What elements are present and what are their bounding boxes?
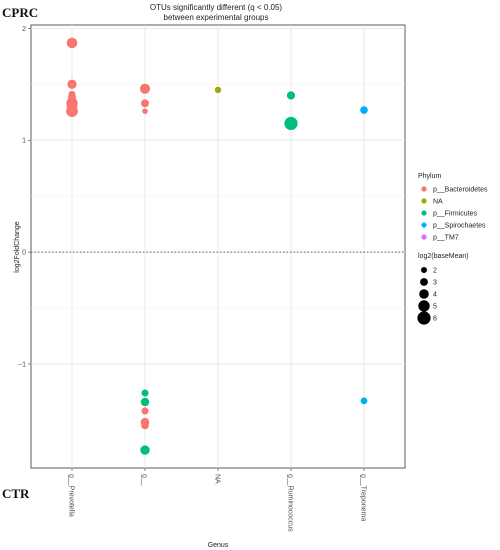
data-point xyxy=(66,105,78,118)
data-point xyxy=(360,397,368,405)
data-point xyxy=(214,86,222,94)
data-point xyxy=(142,108,148,114)
legend-phylum-swatch xyxy=(421,222,427,228)
legend-phylum-label: p__Firmicutes xyxy=(433,211,477,218)
data-point xyxy=(140,445,150,455)
x-axis-ticks: g__Prevotella g__ NA g__Ruminococcus g__Trep… xyxy=(68,468,367,532)
x-tick-label: g__Ruminococcus xyxy=(287,474,294,532)
data-point xyxy=(141,407,149,415)
legend-size-swatch xyxy=(420,278,428,286)
points-layer xyxy=(66,37,368,455)
y-tick-label: −1 xyxy=(18,361,26,368)
x-tick-label: g__Prevotella xyxy=(68,474,75,517)
y-tick-label: 0 xyxy=(22,250,26,257)
legend-phylum-swatch xyxy=(421,210,427,216)
data-point xyxy=(139,83,151,94)
group-label-top: CPRC xyxy=(2,5,38,20)
x-tick-label: NA xyxy=(214,474,221,484)
data-point xyxy=(140,397,150,407)
legend-phylum-swatch xyxy=(421,198,427,204)
chart-subtitle: between experimental groups xyxy=(164,13,269,22)
legend-size-swatch xyxy=(418,300,430,312)
legend-size-label: 3 xyxy=(433,280,437,287)
data-point xyxy=(141,421,149,430)
data-point xyxy=(67,79,77,89)
legend-phylum-entries: p__Bacteroidetes NA p__Firmicutes p__Spiroc… xyxy=(421,186,488,242)
data-point xyxy=(141,99,149,108)
data-point xyxy=(284,116,298,131)
x-tick-label: g__ xyxy=(141,474,148,486)
x-tick-label: g__Treponema xyxy=(360,474,367,521)
legend-phylum-label: p__TM7 xyxy=(433,235,459,242)
chart-title: OTUs significantly different (q < 0.05) xyxy=(150,3,282,12)
legend-phylum-label: p__Bacteroidetes xyxy=(433,187,488,194)
legend-size-entries: 2 3 4 5 6 xyxy=(417,267,437,325)
legend-phylum-title: Phylum xyxy=(418,173,442,180)
data-point xyxy=(141,389,149,397)
legend-size: log2(baseMean) 2 3 4 5 6 xyxy=(417,253,469,325)
legend-phylum-label: NA xyxy=(433,199,443,206)
legend-size-swatch xyxy=(419,289,429,299)
grid-layer xyxy=(31,25,405,468)
y-axis-title: log2FoldChange xyxy=(14,221,21,272)
legend-phylum-swatch xyxy=(421,234,427,240)
legend-size-label: 4 xyxy=(433,292,437,299)
data-point xyxy=(286,91,296,100)
legend-phylum-swatch xyxy=(421,186,427,192)
legend-size-label: 6 xyxy=(433,316,437,323)
y-axis-ticks: −1 0 1 2 xyxy=(18,26,31,368)
data-point xyxy=(66,37,78,49)
legend-size-swatch xyxy=(421,267,427,273)
legend-size-label: 5 xyxy=(433,304,437,311)
legend-size-label: 2 xyxy=(433,268,437,275)
data-point xyxy=(360,106,368,114)
legend-phylum-label: p__Spirochaetes xyxy=(433,223,486,230)
legend-size-title: log2(baseMean) xyxy=(418,253,469,260)
legend-size-swatch xyxy=(417,311,431,325)
legend-phylum: Phylum p__BacteroidetesNAp__Firmicutesp_… xyxy=(418,173,488,242)
group-label-bottom: CTR xyxy=(2,486,30,501)
y-tick-label: 1 xyxy=(22,138,26,145)
y-tick-label: 2 xyxy=(22,26,26,33)
x-axis-title: Genus xyxy=(208,542,229,549)
